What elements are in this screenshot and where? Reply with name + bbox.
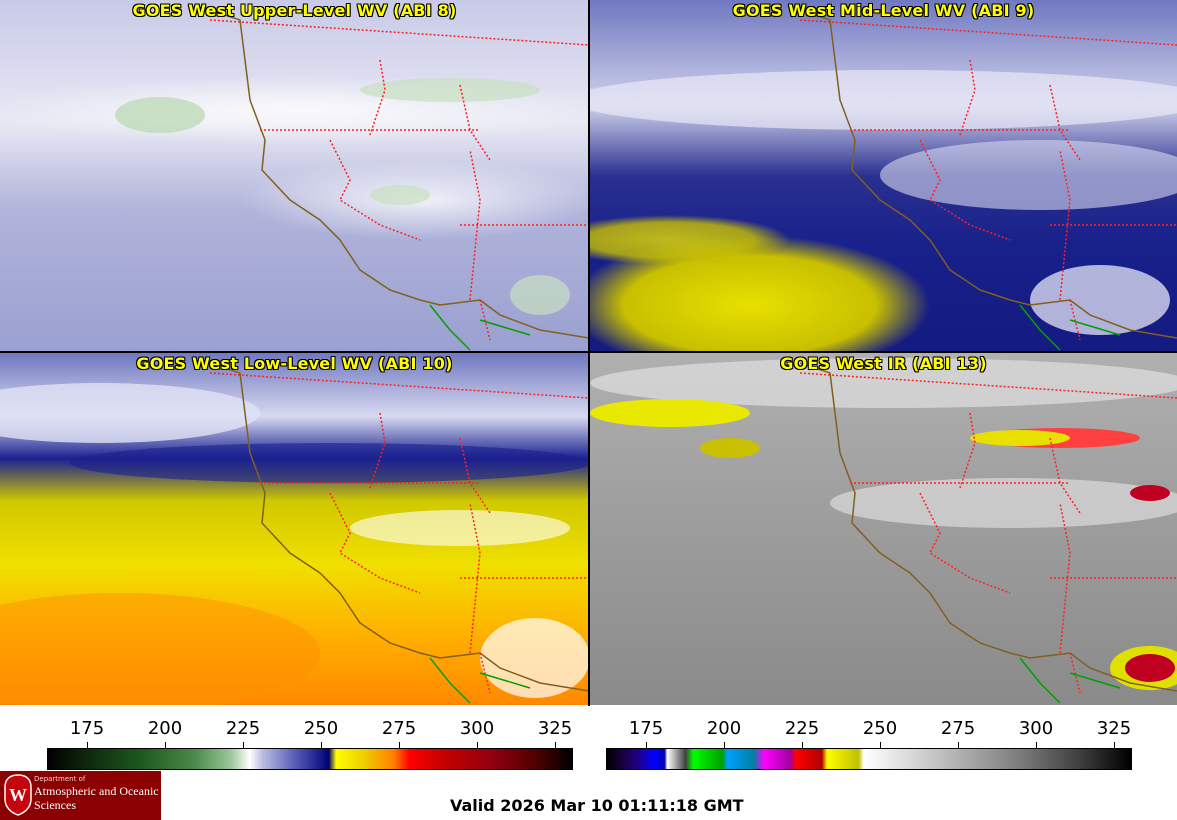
colorbar-tick-label: 275	[940, 718, 976, 739]
panel-title: GOES West Mid-Level WV (ABI 9)	[732, 1, 1035, 20]
colorbar-tick-label: 225	[784, 718, 820, 739]
low-level-wv-image	[0, 353, 589, 705]
colorbar-tick	[321, 742, 322, 748]
mid-level-wv-image	[590, 0, 1177, 352]
colorbar-tick-label: 175	[69, 718, 105, 739]
colorbar-tick	[880, 742, 881, 748]
colorbar-tick-label: 225	[225, 718, 261, 739]
logo-department-name: Atmospheric and Oceanic Sciences	[34, 784, 159, 812]
colorbar-tick	[243, 742, 244, 748]
colorbar-tick	[802, 742, 803, 748]
uw-crest-icon: W	[4, 774, 32, 816]
panel-divider	[0, 351, 1177, 353]
colorbar-tick-label: 275	[381, 718, 417, 739]
colorbar-tick	[399, 742, 400, 748]
valid-time: Valid 2026 Mar 10 01:11:18 GMT	[450, 796, 744, 815]
colorbar-tick-label: 200	[706, 718, 742, 739]
colorbar-tick	[87, 742, 88, 748]
panel-ir: GOES West IR (ABI 13)	[590, 353, 1177, 705]
colorbar-tick-label: 300	[1018, 718, 1054, 739]
colorbar-tick	[1036, 742, 1037, 748]
colorbar-tick	[1114, 742, 1115, 748]
colorbar-tick-label: 175	[628, 718, 664, 739]
colorbar-tick-label: 250	[303, 718, 339, 739]
colorbar-tick-label: 200	[147, 718, 183, 739]
panel-title: GOES West Low-Level WV (ABI 10)	[136, 354, 453, 373]
colorbar-tick-label: 250	[862, 718, 898, 739]
colorbar-tick-label: 325	[537, 718, 573, 739]
panel-upper-level-wv: GOES West Upper-Level WV (ABI 8)	[0, 0, 589, 352]
svg-text:W: W	[9, 785, 27, 805]
aos-logo[interactable]: W Department of Atmospheric and Oceanic …	[0, 771, 161, 820]
panel-title: GOES West IR (ABI 13)	[780, 354, 987, 373]
colorbar-tick	[646, 742, 647, 748]
colorbar-tick	[165, 742, 166, 748]
colorbar-tick	[724, 742, 725, 748]
upper-level-wv-image	[0, 0, 589, 352]
colorbar-tick	[958, 742, 959, 748]
ir-colorbar	[606, 748, 1132, 770]
panel-low-level-wv: GOES West Low-Level WV (ABI 10)	[0, 353, 589, 705]
colorbar-tick	[477, 742, 478, 748]
ir-image	[590, 353, 1177, 705]
wv-colorbar	[47, 748, 573, 770]
panel-title: GOES West Upper-Level WV (ABI 8)	[132, 1, 457, 20]
panel-mid-level-wv: GOES West Mid-Level WV (ABI 9)	[590, 0, 1177, 352]
panel-divider	[588, 0, 590, 706]
colorbar-tick	[555, 742, 556, 748]
colorbar-tick-label: 325	[1096, 718, 1132, 739]
colorbar-tick-label: 300	[459, 718, 495, 739]
logo-department-label: Department of	[34, 775, 86, 783]
